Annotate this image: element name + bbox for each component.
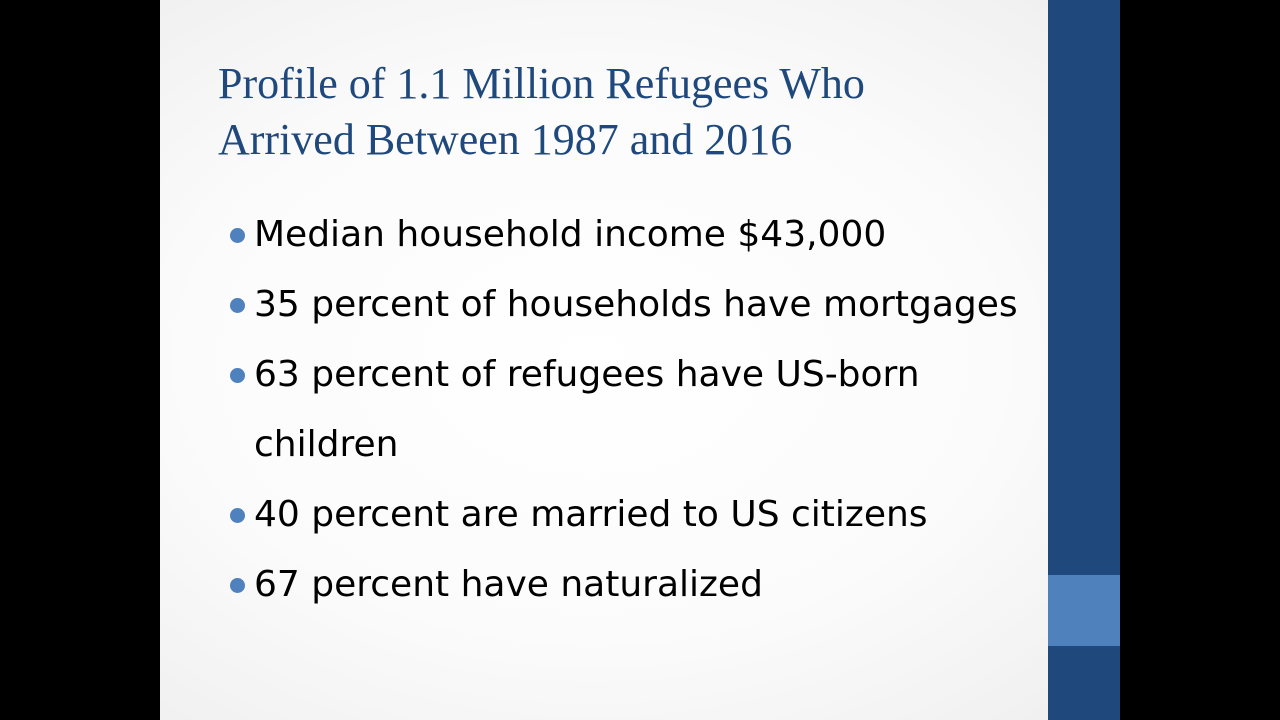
slide: Profile of 1.1 Million Refugees Who Arri… bbox=[160, 0, 1120, 720]
bullet-dot-icon bbox=[230, 578, 245, 593]
bullet-item: Median household income $43,000 bbox=[230, 200, 1050, 270]
slide-title: Profile of 1.1 Million Refugees Who Arri… bbox=[218, 56, 1018, 168]
bullet-text: 67 percent have naturalized bbox=[254, 564, 763, 605]
bullet-item: 63 percent of refugees have US-born chil… bbox=[230, 340, 1050, 480]
side-bar-accent bbox=[1048, 575, 1120, 646]
bullet-dot-icon bbox=[230, 228, 245, 243]
bullet-dot-icon bbox=[230, 368, 245, 383]
bullet-text: 35 percent of households have mortgages bbox=[254, 284, 1018, 325]
slide-title-line-1: Profile of 1.1 Million Refugees Who bbox=[218, 59, 865, 108]
bullet-text: 40 percent are married to US citizens bbox=[254, 494, 928, 535]
bullet-dot-icon bbox=[230, 298, 245, 313]
bullet-text: Median household income $43,000 bbox=[254, 214, 887, 255]
bullet-item: 67 percent have naturalized bbox=[230, 550, 1050, 620]
bullet-text: 63 percent of refugees have US-born chil… bbox=[254, 354, 920, 465]
slide-title-line-2: Arrived Between 1987 and 2016 bbox=[218, 115, 793, 164]
bullet-item: 35 percent of households have mortgages bbox=[230, 270, 1050, 340]
bullet-list: Median household income $43,000 35 perce… bbox=[230, 200, 1050, 620]
bullet-dot-icon bbox=[230, 508, 245, 523]
bullet-item: 40 percent are married to US citizens bbox=[230, 480, 1050, 550]
